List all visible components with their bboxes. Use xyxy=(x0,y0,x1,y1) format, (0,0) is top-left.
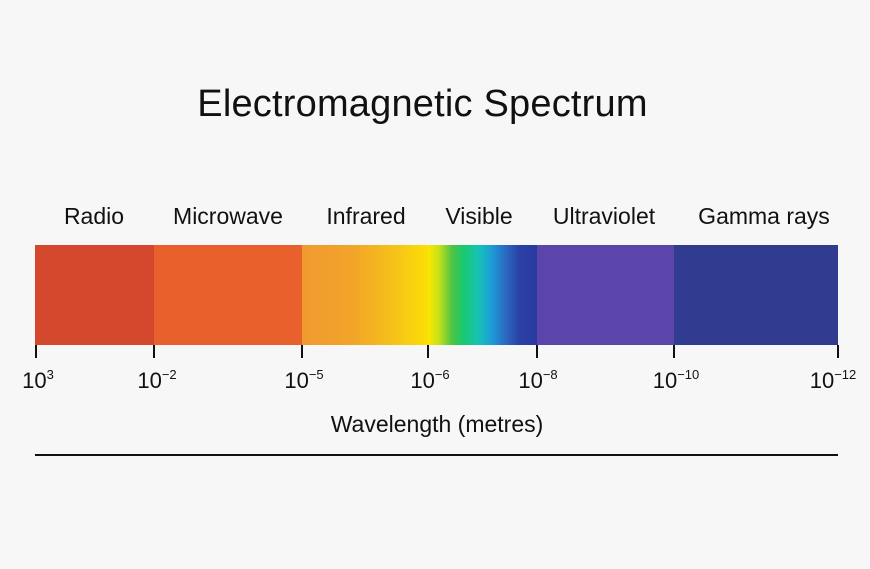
band-label-microwave: Microwave xyxy=(173,203,283,229)
band-label-ultraviolet: Ultraviolet xyxy=(552,203,656,229)
tick-label: 103 xyxy=(22,367,54,393)
tick-label: 10−2 xyxy=(137,367,177,393)
band-label-gamma-rays: Gamma rays xyxy=(698,203,830,229)
band-label-infrared: Infrared xyxy=(326,203,406,229)
band-radio xyxy=(35,245,154,345)
axis-tick xyxy=(427,345,429,358)
band-label-visible: Visible xyxy=(445,203,513,229)
axis-tick xyxy=(673,345,675,358)
band-microwave xyxy=(154,245,302,345)
axis-tick xyxy=(301,345,303,358)
band-ultraviolet xyxy=(537,245,674,345)
diagram-title: Electromagnetic Spectrum xyxy=(197,83,648,125)
tick-label: 10−10 xyxy=(652,367,700,393)
spectrum-bar xyxy=(35,245,838,345)
band-visible xyxy=(428,245,537,345)
band-infrared xyxy=(302,245,428,345)
axis-tick xyxy=(35,345,37,358)
axis-tick xyxy=(536,345,538,358)
axis-tick xyxy=(837,345,839,358)
tick-label: 10−5 xyxy=(284,367,324,393)
divider-line xyxy=(35,454,838,456)
tick-label: 10−8 xyxy=(518,367,558,393)
axis-title: Wavelength (metres) xyxy=(330,411,544,437)
band-label-radio: Radio xyxy=(63,203,125,229)
axis-tick xyxy=(153,345,155,358)
band-gamma-rays xyxy=(674,245,838,345)
tick-label: 10−12 xyxy=(809,367,857,393)
tick-label: 10−6 xyxy=(410,367,450,393)
